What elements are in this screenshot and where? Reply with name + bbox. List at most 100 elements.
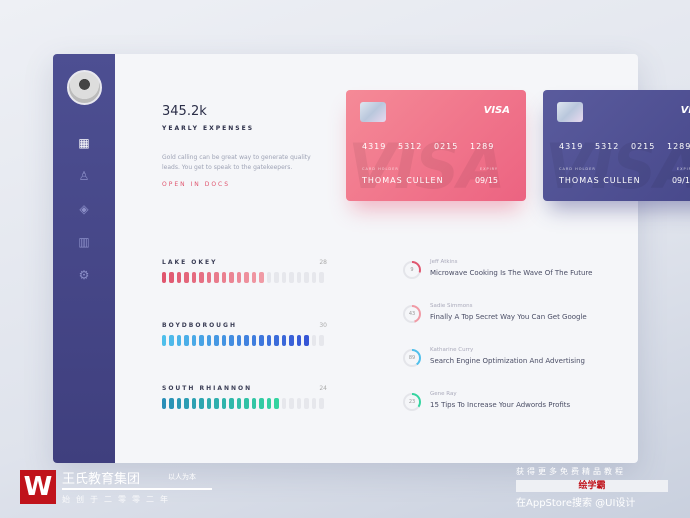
- tick-filled: [251, 335, 257, 346]
- article-title[interactable]: Microwave Cooking Is The Wave Of The Fut…: [430, 269, 593, 277]
- tick-filled: [251, 398, 257, 409]
- tick-empty: [319, 335, 324, 346]
- promo-text: 获得更多免费精品教程: [516, 467, 626, 476]
- chip-icon: [557, 102, 583, 122]
- tick-filled: [266, 398, 272, 409]
- card-number-group: 1289: [470, 142, 495, 151]
- tick-filled: [281, 335, 287, 346]
- bar-value: 30: [319, 322, 327, 329]
- progress-ring: 43: [403, 305, 421, 323]
- bar-row: LAKE OKEY 28: [162, 259, 327, 283]
- holder-label: CARD HOLDER: [362, 167, 399, 171]
- tick-filled: [214, 272, 219, 283]
- article-title[interactable]: Search Engine Optimization And Advertisi…: [430, 357, 585, 365]
- tick-empty: [296, 398, 302, 409]
- article-title[interactable]: 15 Tips To Increase Your Adwords Profits: [430, 401, 571, 409]
- bar-row: BOYDBOROUGH 30: [162, 322, 327, 346]
- expenses-description: Gold calling can be great way to generat…: [162, 154, 311, 171]
- tick-filled: [176, 335, 182, 346]
- tick-empty: [311, 335, 317, 346]
- tick-filled: [169, 335, 174, 346]
- tick-filled: [244, 272, 249, 283]
- tick-empty: [319, 398, 324, 409]
- expiry-label: EXPIRY: [676, 167, 690, 171]
- bar-ticks: [162, 335, 327, 346]
- tick-filled: [251, 272, 257, 283]
- bar-ticks: [162, 272, 327, 283]
- org-name: 王氏教育集团: [62, 472, 141, 487]
- tick-filled: [206, 272, 212, 283]
- tick-empty: [281, 398, 287, 409]
- tick-filled: [296, 335, 302, 346]
- tick-filled: [221, 272, 227, 283]
- article-title[interactable]: Finally A Top Secret Way You Can Get Goo…: [430, 313, 587, 321]
- expenses-label: YEARLY EXPENSES: [162, 125, 255, 132]
- tick-filled: [206, 335, 212, 346]
- ring-badge: 9: [405, 263, 419, 277]
- tick-filled: [184, 335, 189, 346]
- open-in-docs-link[interactable]: OPEN IN DOCS: [162, 181, 231, 188]
- tick-filled: [259, 335, 264, 346]
- avatar[interactable]: [67, 70, 102, 105]
- tick-empty: [311, 398, 317, 409]
- tick-empty: [311, 272, 317, 283]
- tick-filled: [229, 398, 234, 409]
- tick-filled: [274, 398, 279, 409]
- card-number-group: 4319: [559, 142, 584, 151]
- progress-ring: 23: [403, 393, 421, 411]
- tick-empty: [296, 272, 302, 283]
- tick-filled: [221, 335, 227, 346]
- ring-badge: 43: [405, 307, 419, 321]
- settings-icon[interactable]: ⚙: [78, 268, 90, 282]
- org-motto: 以人为本: [168, 473, 196, 481]
- dashboard-icon[interactable]: ▦: [78, 136, 90, 150]
- tick-filled: [169, 272, 174, 283]
- tick-filled: [162, 272, 167, 283]
- bar-label: BOYDBOROUGH: [162, 322, 237, 329]
- tick-filled: [184, 272, 189, 283]
- dashboard-panel: ▦ ♙ ◈ ▥ ⚙ 345.2k YEARLY EXPENSES Gold callin…: [53, 54, 638, 463]
- ring-badge: 89: [405, 351, 419, 365]
- tick-filled: [169, 398, 174, 409]
- tick-filled: [206, 398, 212, 409]
- user-icon[interactable]: ♙: [78, 169, 90, 183]
- tick-filled: [191, 398, 197, 409]
- logo-icon: W: [20, 470, 56, 504]
- progress-ring: 89: [403, 349, 421, 367]
- tick-filled: [266, 335, 272, 346]
- card-number-group: 1289: [667, 142, 690, 151]
- tick-filled: [236, 272, 242, 283]
- tick-filled: [236, 335, 242, 346]
- chart-icon[interactable]: ▥: [78, 235, 90, 249]
- layers-icon[interactable]: ◈: [79, 202, 89, 216]
- bar-ticks: [162, 398, 327, 409]
- bar-row: SOUTH RHIANNON 24: [162, 385, 327, 409]
- tick-filled: [304, 335, 309, 346]
- divider: [62, 488, 212, 490]
- watermark: W 王氏教育集团 以人为本 始创于二零零二年 获得更多免费精品教程 绘学霸 在A…: [0, 462, 690, 518]
- card-holder: THOMAS CULLEN: [559, 176, 641, 185]
- promo-brand: 绘学霸: [578, 481, 606, 491]
- tick-filled: [199, 272, 204, 283]
- tick-filled: [176, 272, 182, 283]
- tick-empty: [304, 398, 309, 409]
- article-author: Gene Ray: [430, 391, 457, 397]
- tick-filled: [259, 398, 264, 409]
- tick-filled: [221, 398, 227, 409]
- card-expiry: 09/15: [474, 176, 498, 185]
- tick-filled: [244, 398, 249, 409]
- card-number-group: 5312: [595, 142, 620, 151]
- tick-empty: [289, 398, 294, 409]
- tick-filled: [191, 335, 197, 346]
- visa-watermark: VISA: [348, 130, 506, 201]
- tick-filled: [229, 335, 234, 346]
- tick-filled: [229, 272, 234, 283]
- holder-label: CARD HOLDER: [559, 167, 596, 171]
- bar-label: SOUTH RHIANNON: [162, 385, 253, 392]
- tick-filled: [162, 335, 167, 346]
- founded-text: 始创于二零零二年: [62, 495, 174, 504]
- ring-badge: 23: [405, 395, 419, 409]
- bar-value: 28: [319, 259, 327, 266]
